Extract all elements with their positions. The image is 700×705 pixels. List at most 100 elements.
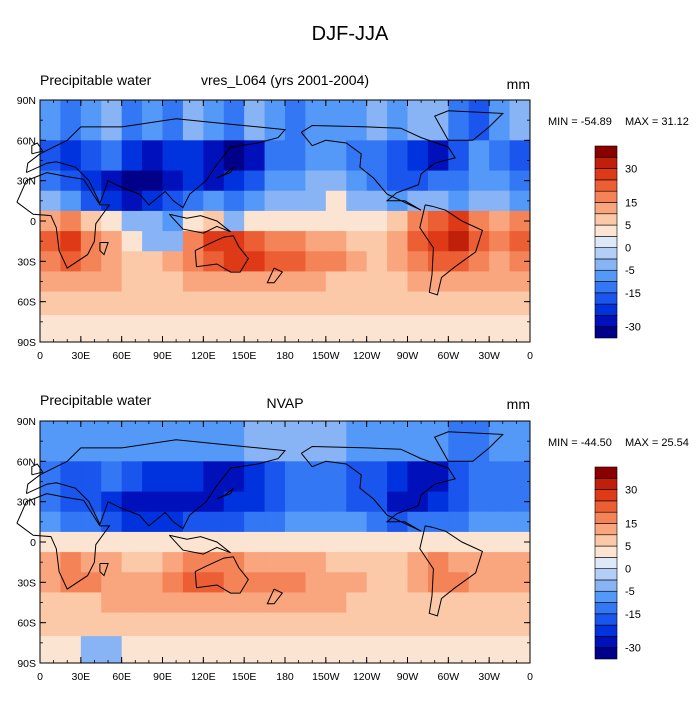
heatmap-cell xyxy=(101,140,123,172)
heatmap-cell xyxy=(223,170,245,192)
x-tick-label: 90W xyxy=(397,350,419,362)
heatmap-cell xyxy=(305,612,327,637)
heatmap-cell xyxy=(182,271,204,293)
heatmap-cell xyxy=(40,491,61,513)
heatmap-cell xyxy=(285,140,306,172)
heatmap-cell xyxy=(80,231,102,252)
coastline xyxy=(194,235,249,273)
heatmap-cell xyxy=(285,251,306,272)
heatmap-cell xyxy=(325,552,347,573)
heatmap-cell xyxy=(223,231,245,252)
heatmap-cell xyxy=(40,315,61,343)
coastline xyxy=(99,242,109,256)
heatmap-cell xyxy=(203,140,225,172)
heatmap-cell xyxy=(407,231,429,252)
colorbar-box xyxy=(594,202,618,215)
colorbar-box xyxy=(594,190,618,203)
heatmap-cell xyxy=(142,291,163,316)
heatmap-cell xyxy=(223,636,245,664)
heatmap-cell xyxy=(285,271,306,293)
heatmap-cell xyxy=(285,511,306,533)
colorbar-box xyxy=(594,545,618,558)
coastline xyxy=(25,118,286,209)
x-tick-label: 60E xyxy=(112,350,131,362)
heatmap-cell xyxy=(325,231,347,252)
heatmap-cell xyxy=(162,461,184,493)
heatmap-cell xyxy=(366,592,388,614)
heatmap-cell xyxy=(101,100,123,141)
heatmap-cell xyxy=(489,511,511,533)
heatmap-cell xyxy=(366,531,388,553)
heatmap-cell xyxy=(427,315,449,343)
heatmap-cell xyxy=(244,271,266,293)
heatmap-cell xyxy=(509,531,531,553)
heatmap-cell xyxy=(80,461,102,493)
heatmap-cell xyxy=(203,170,225,192)
heatmap-cell xyxy=(223,291,245,316)
heatmap-cell xyxy=(346,552,368,573)
heatmap-cell xyxy=(142,552,163,573)
x-tick-label: 90W xyxy=(397,671,419,683)
heatmap-cell xyxy=(325,100,347,141)
heatmap-cell xyxy=(448,210,470,232)
y-tick-label: 30S xyxy=(17,256,36,268)
heatmap-cell xyxy=(509,461,531,493)
colorbar-box xyxy=(594,579,618,592)
heatmap-cell xyxy=(448,251,470,272)
coastline xyxy=(16,172,111,269)
heatmap-cell xyxy=(203,491,225,513)
heatmap-cell xyxy=(305,315,327,343)
x-tick-label: 0 xyxy=(527,350,533,362)
heatmap-cell xyxy=(448,572,470,593)
heatmap-cell xyxy=(407,100,429,141)
colorbar-box xyxy=(594,236,618,248)
heatmap-cell xyxy=(182,461,204,493)
heatmap-cell xyxy=(182,552,204,573)
heatmap-cell xyxy=(203,592,225,614)
coastline xyxy=(25,439,286,530)
heatmap-cell xyxy=(387,592,408,614)
heatmap-cell xyxy=(40,572,61,593)
heatmap-cell xyxy=(387,271,408,293)
max-label: MAX = 31.12 xyxy=(625,116,689,128)
heatmap-cell xyxy=(223,421,245,462)
heatmap-cell xyxy=(387,491,408,513)
heatmap-cell xyxy=(264,572,286,593)
heatmap-cell xyxy=(427,461,449,493)
heatmap-cell xyxy=(468,271,490,293)
heatmap-cell xyxy=(325,271,347,293)
heatmap-cell xyxy=(60,190,82,212)
heatmap-cell xyxy=(325,531,347,553)
heatmap-cell xyxy=(162,210,184,232)
heatmap-cell xyxy=(101,231,123,252)
heatmap-cell xyxy=(285,421,306,462)
heatmap-cell xyxy=(264,100,286,141)
heatmap-cell xyxy=(427,421,449,462)
colorbar: 30 15 5 0 -5 -15 -30 xyxy=(594,466,641,660)
heatmap-cell xyxy=(182,315,204,343)
heatmap-cell xyxy=(387,170,408,192)
heatmap-cell xyxy=(346,636,368,664)
heatmap-cell xyxy=(305,511,327,533)
heatmap-cell xyxy=(468,461,490,493)
heatmap-cell xyxy=(325,421,347,462)
heatmap-cell xyxy=(264,315,286,343)
heatmap-cell xyxy=(305,251,327,272)
heatmap-cell xyxy=(244,461,266,493)
heatmap-cell xyxy=(40,170,61,192)
colorbar-box xyxy=(594,624,618,637)
heatmap-cell xyxy=(325,140,347,172)
heatmap-cell xyxy=(182,291,204,316)
heatmap-cell xyxy=(325,572,347,593)
heatmap-cell xyxy=(489,100,511,141)
heatmap-cell xyxy=(285,552,306,573)
y-tick-label: 30S xyxy=(17,577,36,589)
heatmap-cell xyxy=(387,572,408,593)
heatmap-cell xyxy=(264,251,286,272)
colorbar-label: -5 xyxy=(625,265,635,277)
heatmap-cell xyxy=(285,231,306,252)
heatmap-cell xyxy=(489,315,511,343)
heatmap-cell xyxy=(60,612,82,637)
colorbar-box xyxy=(594,523,618,536)
heatmap-cell xyxy=(264,421,286,462)
